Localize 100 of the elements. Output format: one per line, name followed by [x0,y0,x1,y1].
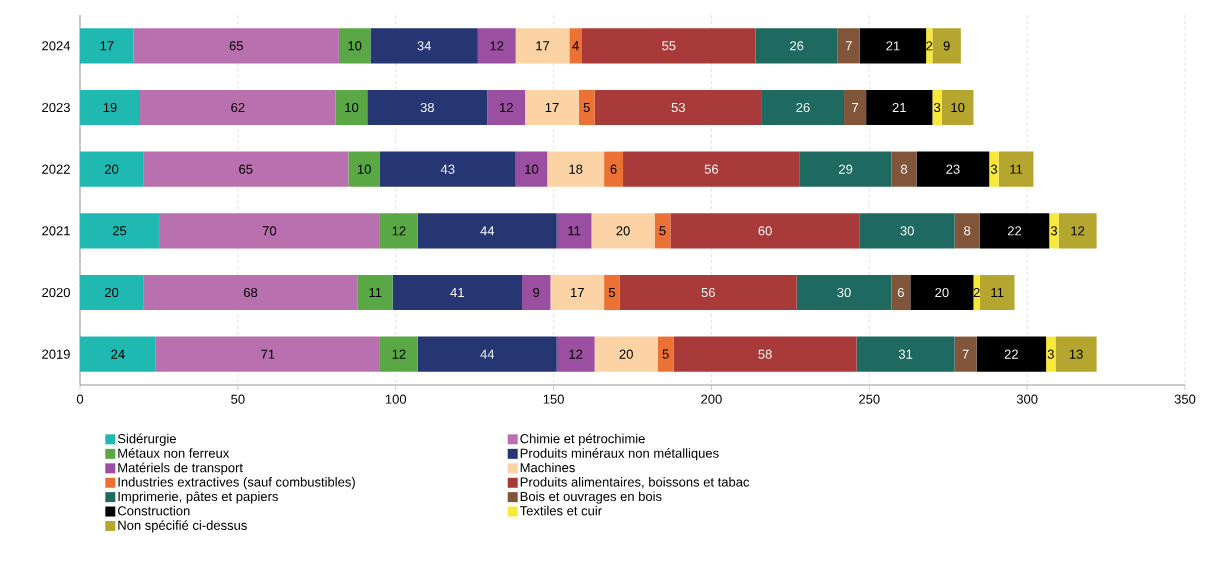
bar [799,151,892,187]
data-label: 30 [837,287,851,298]
data-label: 17 [100,41,114,51]
bar [989,151,999,187]
data-label: 44 [480,349,495,359]
data-label: 10 [357,164,371,174]
data-label: 26 [790,41,804,51]
bar [581,28,756,64]
bar [844,89,867,126]
data-label: 25 [112,226,127,236]
y-tick-label: 2021 [42,226,70,236]
bar [761,89,845,126]
bar [392,274,523,311]
data-label: 12 [1071,226,1085,236]
bar [515,151,548,187]
data-label: 70 [262,226,277,236]
data-label: 65 [239,164,253,174]
y-tick-label: 2023 [42,102,70,113]
bar [487,89,526,126]
x-tick-label: 300 [1016,394,1038,404]
data-label: 68 [243,287,258,298]
bar [954,336,977,372]
bar [979,213,1050,249]
bar [379,336,418,372]
bar [910,274,974,311]
data-label: 38 [420,102,434,113]
bar [856,336,955,372]
data-label: 17 [545,103,559,112]
x-tick-label: 250 [859,394,880,404]
data-label: 34 [417,41,431,51]
data-label: 62 [231,102,245,113]
data-label: 6 [610,164,617,174]
legend-label: Machines [520,462,575,473]
bar [941,89,974,126]
data-label: 8 [964,226,971,236]
data-label: 58 [758,349,772,359]
bar [143,151,349,187]
legend-label: Non spécifié ci-dessus [118,520,247,533]
x-tick-label: 350 [1174,394,1196,404]
data-label: 7 [852,103,859,112]
bar [932,89,942,126]
x-tick-label: 50 [231,394,245,404]
data-label: 11 [1010,164,1023,174]
data-label: 12 [392,349,406,359]
data-label: 12 [490,41,504,51]
bar [979,274,1015,311]
bar [932,28,961,64]
legend-label: Industries extractives (sauf combustibles) [118,477,355,490]
bar [1055,336,1097,372]
bar [515,28,570,64]
bar [80,89,140,126]
data-label: 22 [1007,226,1022,236]
bar [550,274,605,311]
legend-label: Imprimerie, pâtes et papiers [118,491,278,504]
bar [158,213,380,249]
bar [591,213,655,249]
data-label: 7 [962,349,969,359]
bar [578,89,595,126]
data-label: 29 [839,164,853,174]
data-label: 3 [1050,226,1058,236]
bar [998,151,1034,187]
bar [654,213,671,249]
bar [335,89,368,126]
bar [80,151,144,187]
bar [866,89,933,126]
bar [477,28,516,64]
data-label: 8 [900,164,908,174]
bar [973,274,980,311]
bar [370,28,478,64]
data-label: 12 [569,349,583,359]
data-label: 53 [671,102,685,113]
bar [976,336,1047,372]
data-label: 20 [935,287,949,298]
data-label: 56 [701,287,715,298]
data-label: 19 [103,102,117,113]
y-tick-label: 2019 [42,349,70,359]
data-label: 12 [499,102,513,113]
bar [891,151,917,187]
data-label: 26 [796,102,810,113]
bar [338,28,371,64]
bar [837,28,860,64]
data-label: 44 [480,226,495,236]
bar [417,336,557,372]
x-tick-label: 0 [76,394,84,404]
data-label: 3 [934,102,941,113]
legend-label: Construction [117,505,190,516]
data-label: 5 [659,226,666,236]
bar [569,28,582,64]
bar [80,213,159,249]
bar [379,151,516,187]
bar [525,89,579,126]
bar [522,274,551,311]
data-label: 31 [898,349,913,359]
bar [673,336,857,372]
data-label: 5 [662,349,669,359]
data-label: 30 [900,226,914,236]
data-label: 2 [973,287,980,298]
data-label: 20 [619,349,633,359]
bar [623,151,800,187]
data-label: 2 [926,41,933,51]
